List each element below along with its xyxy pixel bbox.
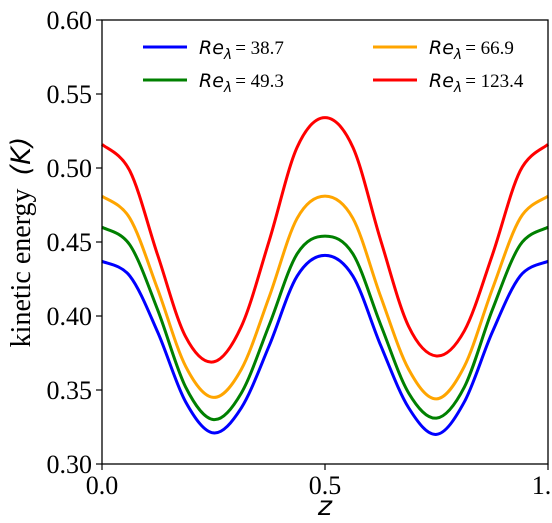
svg-text:kinetic energy (K): kinetic energy (K) xyxy=(6,137,37,348)
series-line-1 xyxy=(101,253,549,436)
y-tick-label: 0.30 xyxy=(47,450,93,479)
y-tick-label: 0.45 xyxy=(47,228,93,257)
legend-item: Reλ = 123.4 xyxy=(373,70,524,96)
legend-item: Reλ = 66.9 xyxy=(373,37,514,63)
legend-label: Reλ = 49.3 xyxy=(199,70,284,96)
x-tick-label: 0.0 xyxy=(86,471,119,500)
legend-item: Reλ = 49.3 xyxy=(143,70,284,96)
y-tick-label: 0.40 xyxy=(47,302,93,331)
series-line-4 xyxy=(100,116,550,364)
y-tick-label: 0.35 xyxy=(47,376,93,405)
legend-label: Reλ = 38.7 xyxy=(199,37,284,63)
y-tick-label: 0.60 xyxy=(47,6,93,35)
legend: Reλ = 38.7 Reλ = 49.3 Reλ = 66.9 Reλ = 123.4 xyxy=(143,37,524,96)
x-axis-label: z xyxy=(317,491,333,522)
y-tick-label: 0.50 xyxy=(47,154,93,183)
y-axis-label: kinetic energy (K) xyxy=(6,137,37,348)
y-axis-label-text: kinetic energy xyxy=(6,188,37,347)
y-tick-label: 0.55 xyxy=(47,80,93,109)
plot-lines xyxy=(100,116,550,436)
legend-label: Reλ = 66.9 xyxy=(429,37,514,63)
axis-ticks: 0.0 0.5 1.0 0.30 0.35 0.40 0.45 0.50 0.55 0.60 xyxy=(47,6,552,500)
legend-item: Reλ = 38.7 xyxy=(143,37,284,63)
legend-label: Reλ = 123.4 xyxy=(429,70,524,96)
x-tick-label: 0.5 xyxy=(309,471,342,500)
x-tick-label: 1.0 xyxy=(532,471,552,500)
series-line-3 xyxy=(101,194,549,401)
series-line-2 xyxy=(101,225,549,422)
y-axis-label-symbol: (K) xyxy=(6,137,37,176)
